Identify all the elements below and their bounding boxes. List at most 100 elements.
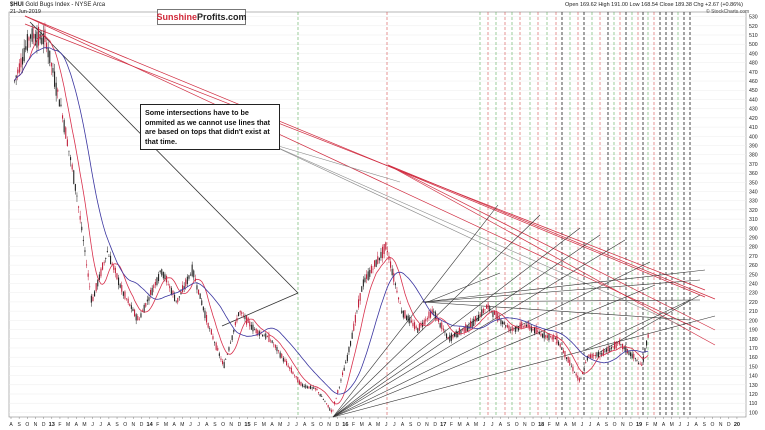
price-body <box>158 274 160 282</box>
brand-logo: Sunshine Profits.com <box>156 9 247 25</box>
x-tick-label: J <box>393 422 396 428</box>
price-body <box>119 284 121 288</box>
price-body <box>262 334 264 337</box>
price-body <box>321 396 323 397</box>
y-tick-label: 160 <box>749 355 758 361</box>
y-tick-label: 390 <box>749 143 758 149</box>
y-tick-label: 240 <box>749 282 758 288</box>
price-body <box>38 26 40 46</box>
price-body <box>138 318 140 320</box>
y-tick-label: 280 <box>749 245 758 251</box>
price-body <box>438 318 440 322</box>
price-body <box>255 328 257 334</box>
x-axis: A S O N D 13 F M A M J J A S O N D 14 F M A M J J A S O N D 15 F M A M J J A… <box>9 417 740 428</box>
price-body <box>249 321 251 327</box>
price-body <box>311 387 313 389</box>
x-tick-label: N <box>621 422 625 428</box>
price-body <box>526 324 528 327</box>
price-body <box>484 309 486 310</box>
price-body <box>199 293 201 299</box>
x-tick-label: D <box>42 422 46 428</box>
price-body <box>572 366 574 372</box>
price-body <box>374 260 376 267</box>
y-tick-label: 190 <box>749 328 758 334</box>
price-body <box>430 311 432 318</box>
y-tick-label: 260 <box>749 263 758 269</box>
price-body <box>402 310 404 318</box>
price-body <box>50 62 52 67</box>
price-body <box>561 347 563 350</box>
price-body <box>343 367 345 371</box>
price-body <box>68 150 70 152</box>
price-body <box>628 351 630 356</box>
price-body <box>204 310 206 319</box>
price-body <box>97 280 99 287</box>
price-body <box>358 299 360 308</box>
y-tick-label: 220 <box>749 300 758 306</box>
x-tick-label: S <box>507 422 511 428</box>
price-body <box>233 329 235 333</box>
x-tick-label: J <box>189 422 192 428</box>
x-tick-label: A <box>499 422 503 428</box>
y-tick-label: 440 <box>749 97 758 103</box>
price-body <box>362 279 364 287</box>
price-body <box>278 350 280 352</box>
x-tick-label: O <box>221 422 225 428</box>
price-body <box>522 326 524 328</box>
price-body <box>193 270 195 278</box>
price-body <box>218 353 220 356</box>
x-tick-label: N <box>719 422 723 428</box>
chart-date: 21-Jun-2019 <box>10 9 41 15</box>
price-body <box>622 343 624 350</box>
price-body <box>210 329 212 335</box>
y-tick-label: 500 <box>749 42 758 48</box>
price-body <box>162 271 164 279</box>
price-body <box>201 300 203 306</box>
price-body <box>70 157 72 161</box>
resistance-line <box>387 164 716 300</box>
price-body <box>454 332 456 337</box>
x-tick-label: D <box>335 422 339 428</box>
y-tick-label: 140 <box>749 374 758 380</box>
price-body <box>372 268 374 270</box>
price-body <box>33 33 35 39</box>
x-tick-label: S <box>311 422 315 428</box>
price-body <box>391 268 393 276</box>
x-tick-label: M <box>66 422 70 428</box>
price-body <box>486 305 488 309</box>
price-body <box>319 394 321 397</box>
price-body <box>354 315 356 323</box>
price-body <box>182 285 184 292</box>
resistance-line <box>24 23 706 291</box>
x-tick-label: A <box>107 422 111 428</box>
price-body <box>439 322 441 328</box>
x-tick-label: N <box>425 422 429 428</box>
price-body <box>58 99 60 107</box>
price-body <box>177 297 179 303</box>
price-body <box>594 355 596 357</box>
price-body <box>580 378 582 379</box>
x-tick-label: O <box>319 422 323 428</box>
fan-line <box>332 204 499 418</box>
price-body <box>634 358 636 359</box>
price-body <box>87 273 89 277</box>
price-body <box>62 115 64 119</box>
y-tick-label: 290 <box>749 236 758 242</box>
price-body <box>433 311 435 313</box>
logo-part-2: Profits.com <box>197 12 247 22</box>
price-body <box>247 317 249 323</box>
x-tick-label: M <box>458 422 462 428</box>
price-body <box>18 63 20 73</box>
price-body <box>505 325 507 327</box>
price-body <box>191 264 193 277</box>
price-body <box>282 357 284 362</box>
price-body <box>474 315 476 322</box>
y-tick-label: 300 <box>749 226 758 232</box>
price-body <box>482 308 484 314</box>
price-body <box>140 313 142 318</box>
x-tick-label: A <box>466 422 470 428</box>
price-body <box>313 387 315 389</box>
price-body <box>596 352 598 357</box>
price-body <box>118 277 120 286</box>
x-tick-label: J <box>197 422 200 428</box>
